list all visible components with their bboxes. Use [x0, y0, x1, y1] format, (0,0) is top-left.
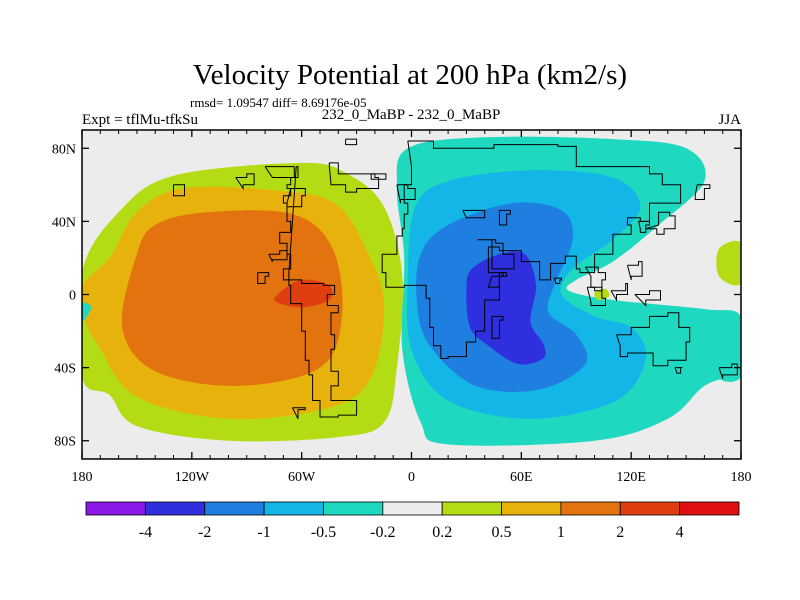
greenland-outline — [328, 162, 380, 193]
x-tick-label-3: 0 — [408, 470, 415, 485]
colorbar: -4 -2 -1 -0.5 -0.2 0.2 0.5 1 2 4 — [85, 501, 740, 541]
positive-contour-2 — [274, 279, 333, 308]
americas-outline — [279, 166, 358, 418]
colorbar-box-8 — [560, 501, 621, 516]
coastline-layer — [173, 138, 738, 420]
y-tick-label-0: 80N — [52, 142, 76, 157]
colorbar-label-0: -4 — [139, 524, 152, 541]
indonesia-outline — [586, 286, 606, 306]
map-axes: 180 120W 60W 0 60E 120E 180 80N 40N 0 40S 80S — [52, 130, 752, 485]
labrador-outline — [286, 188, 306, 208]
europe-asia-africa-outline — [381, 140, 682, 359]
borneo-outline — [610, 283, 628, 302]
colorbar-box-6 — [441, 501, 502, 516]
tasmania-outline — [674, 367, 683, 374]
y-tick-label-4: 80S — [54, 435, 76, 450]
colorbar-label-4: -0.2 — [370, 524, 395, 541]
horn-of-africa-outline — [487, 272, 508, 288]
negative-contour-2 — [466, 251, 546, 365]
colorbar-label-9: 4 — [676, 524, 684, 541]
x-tick-label-2: 60W — [288, 470, 316, 485]
colorbar-box-2 — [204, 501, 265, 516]
colorbar-label-3: -0.5 — [311, 524, 336, 541]
svalbard-outline — [345, 138, 358, 146]
arabia-outline — [477, 239, 515, 270]
colorbar-label-5: 0.2 — [432, 524, 452, 541]
black-sea-outline — [462, 209, 486, 219]
colorbar-box-9 — [619, 501, 681, 516]
colorbar-box-4 — [323, 501, 384, 516]
negative-cell-west-edge — [82, 302, 92, 322]
y-tick-label-1: 40N — [52, 215, 76, 230]
colorbar-box-5 — [382, 501, 443, 516]
antarctic-peninsula-outline — [292, 407, 306, 420]
x-tick-label-4: 60E — [510, 470, 533, 485]
colorbar-label-6: 0.5 — [492, 524, 512, 541]
scandinavia-outline — [396, 184, 416, 204]
colorbar-box-1 — [144, 501, 206, 516]
colorbar-label-2: -1 — [257, 524, 270, 541]
chart-title: Velocity Potential at 200 hPa (km2/s) — [193, 59, 627, 91]
season-label: JJA — [718, 112, 741, 128]
central-america-outline — [257, 272, 270, 284]
caribbean-outline — [268, 250, 288, 262]
x-tick-label-1: 120W — [175, 470, 210, 485]
negative-cell-south-pacific — [703, 337, 741, 382]
colorbar-box-7 — [501, 501, 562, 516]
madagascar-outline — [491, 315, 504, 339]
colorbar-box-0 — [85, 501, 146, 516]
australia-outline — [616, 312, 691, 367]
indochina-outline — [584, 266, 606, 292]
stats-label: rmsd= 1.09547 diff= 8.69176e-05 — [190, 95, 367, 110]
baffin-outline — [264, 166, 295, 178]
positive-cell-east-pacific — [716, 240, 741, 286]
sri-lanka-outline — [553, 277, 563, 284]
comparison-label: 232_0_MaBP - 232_0_MaBP — [322, 107, 501, 123]
iceland-outline — [370, 173, 387, 180]
y-tick-label-3: 40S — [54, 362, 76, 377]
colorbar-label-1: -2 — [198, 524, 211, 541]
new-zealand-outline — [718, 363, 738, 379]
colorbar-box-10 — [679, 501, 740, 516]
kamchatka-outline — [694, 184, 711, 200]
korea-outline — [638, 220, 650, 233]
hudson-outline — [235, 173, 255, 191]
japan-outline — [645, 211, 676, 235]
x-tick-label-5: 120E — [616, 470, 646, 485]
alaska-outline — [173, 184, 185, 197]
contour-fill-layer — [82, 136, 741, 446]
x-tick-label-6: 180 — [731, 470, 752, 485]
experiment-label: Expt = tflMu-tfkSu — [82, 112, 198, 128]
colorbar-label-8: 2 — [616, 524, 624, 541]
new-guinea-outline — [634, 290, 661, 307]
caspian-outline — [498, 209, 511, 226]
colorbar-box-3 — [263, 501, 324, 516]
philippines-outline — [627, 261, 643, 281]
colorbar-label-7: 1 — [557, 524, 565, 541]
y-tick-label-2: 0 — [69, 289, 76, 304]
x-tick-label-0: 180 — [72, 470, 93, 485]
